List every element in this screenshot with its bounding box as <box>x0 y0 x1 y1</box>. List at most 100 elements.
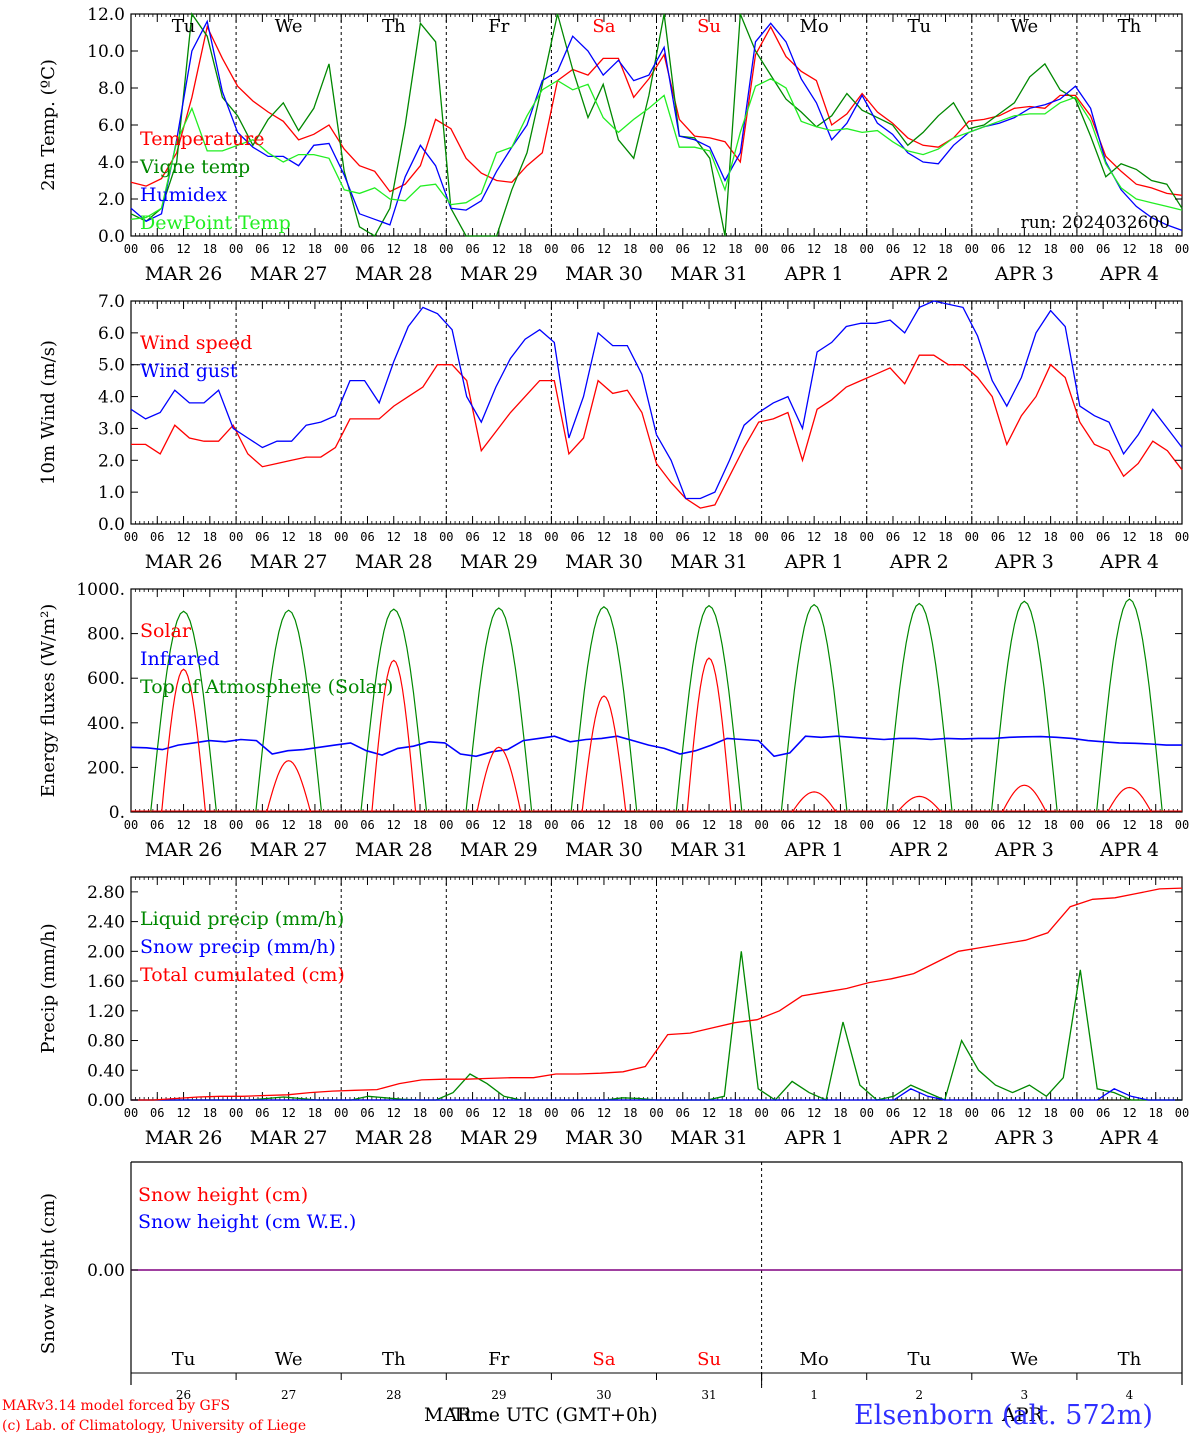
hour-tick-label: 18 <box>518 530 532 544</box>
hour-tick-label: 18 <box>1043 242 1057 256</box>
hour-tick-label: 12 <box>807 242 821 256</box>
date-label: MAR 26 <box>145 551 223 573</box>
plot-frame <box>130 588 1183 813</box>
y-tick-label: 1.20 <box>87 1002 125 1022</box>
y-tick-label: 400. <box>87 714 125 734</box>
date-label: MAR 27 <box>250 263 328 285</box>
weekday-label: Tu <box>172 16 196 37</box>
hour-tick-label: 18 <box>623 242 637 256</box>
hour-tick-label: 00 <box>859 530 873 544</box>
hour-tick-label: 18 <box>203 1106 217 1120</box>
y-tick-label: 200. <box>87 758 125 778</box>
hour-tick-label: 06 <box>781 530 795 544</box>
date-label: MAR 31 <box>670 263 748 285</box>
date-label: APR 3 <box>994 263 1054 285</box>
hour-tick-label: 00 <box>439 818 453 832</box>
hour-tick-label: 06 <box>150 818 164 832</box>
legend-entry: Snow precip (mm/h) <box>140 936 336 958</box>
hour-tick-label: 18 <box>413 1106 427 1120</box>
y-tick-label: 2.80 <box>87 883 125 903</box>
y-tick-label: 6.0 <box>98 324 125 344</box>
legend-entry: Infrared <box>140 648 220 670</box>
hour-tick-label: 12 <box>492 1106 506 1120</box>
date-label: APR 2 <box>889 263 949 285</box>
series-solar <box>686 657 732 813</box>
series-toa-solar <box>1096 598 1163 813</box>
date-label: MAR 27 <box>250 1127 328 1149</box>
date-label: MAR 26 <box>145 1127 223 1149</box>
hour-tick-label: 00 <box>544 818 558 832</box>
hour-tick-label: 18 <box>728 530 742 544</box>
hour-tick-label: 06 <box>255 530 269 544</box>
series-toa-solar <box>885 602 953 813</box>
y-tick-label: 4.0 <box>98 153 125 173</box>
hour-tick-label: 12 <box>912 242 926 256</box>
hour-tick-label: 12 <box>912 530 926 544</box>
weekday-label: Mo <box>800 16 829 37</box>
hour-tick-label: 12 <box>387 1106 401 1120</box>
hour-tick-label: 18 <box>1148 818 1162 832</box>
hour-tick-label: 12 <box>1017 242 1031 256</box>
hour-tick-label: 12 <box>281 818 295 832</box>
hour-tick-label: 18 <box>833 242 847 256</box>
date-label: MAR 31 <box>670 1127 748 1149</box>
hour-tick-label: 06 <box>886 1106 900 1120</box>
weekday-label: Su <box>697 1349 721 1370</box>
legend-entry: Temperature <box>140 128 264 150</box>
date-label: MAR 27 <box>250 551 328 573</box>
date-label: APR 2 <box>889 551 949 573</box>
legend-entry: Solar <box>140 620 192 642</box>
date-label: MAR 28 <box>355 839 433 861</box>
hour-tick-label: 18 <box>413 530 427 544</box>
day-number-label: 28 <box>386 1388 401 1402</box>
y-tick-label: 800. <box>87 625 125 645</box>
station-label: Elsenborn (alt. 572m) <box>854 1400 1153 1431</box>
hour-tick-label: 00 <box>965 1106 979 1120</box>
legend-entry: Wind speed <box>140 332 252 354</box>
y-tick-label: 12.0 <box>87 5 125 25</box>
hour-tick-label: 00 <box>754 1106 768 1120</box>
hour-tick-label: 06 <box>360 242 374 256</box>
series-wind-speed <box>131 354 1183 509</box>
hour-tick-label: 06 <box>991 818 1005 832</box>
series-vigne-temp <box>130 12 1183 237</box>
hour-tick-label: 06 <box>255 818 269 832</box>
y-tick-label: 2.0 <box>98 190 125 210</box>
hour-tick-label: 06 <box>570 818 584 832</box>
hour-tick-label: 06 <box>676 530 690 544</box>
date-label: APR 1 <box>784 1127 844 1149</box>
y-tick-label: 1.0 <box>98 483 125 503</box>
y-tick-label: 7.0 <box>98 292 125 312</box>
date-label: APR 3 <box>994 1127 1054 1149</box>
hour-tick-label: 00 <box>334 818 348 832</box>
hour-tick-label: 06 <box>1096 530 1110 544</box>
hour-tick-label: 06 <box>465 1106 479 1120</box>
y-axis-label: 10m Wind (m/s) <box>38 340 59 485</box>
date-label: MAR 30 <box>565 1127 643 1149</box>
series-toa-solar <box>465 607 533 813</box>
hour-tick-label: 00 <box>649 1106 663 1120</box>
weekday-label: Th <box>382 16 406 37</box>
hour-tick-label: 00 <box>965 530 979 544</box>
weekday-label: We <box>1011 1349 1039 1370</box>
legend-entry: Liquid precip (mm/h) <box>140 908 344 930</box>
hour-tick-label: 18 <box>728 242 742 256</box>
hour-tick-label: 18 <box>728 1106 742 1120</box>
y-tick-label: 8.0 <box>98 79 125 99</box>
y-tick-label: 0.0 <box>98 227 125 247</box>
hour-tick-label: 00 <box>229 242 243 256</box>
y-tick-label: 2.00 <box>87 942 125 962</box>
y-tick-label: 0. <box>109 803 125 823</box>
day-number-label: 27 <box>281 1388 296 1402</box>
month-label-apr: APR <box>1002 1404 1043 1426</box>
date-label: MAR 30 <box>565 551 643 573</box>
series-solar <box>476 746 522 813</box>
hour-tick-label: 06 <box>570 242 584 256</box>
hour-tick-label: 06 <box>991 530 1005 544</box>
hour-tick-label: 00 <box>544 242 558 256</box>
series-solar <box>791 791 837 813</box>
hour-tick-label: 00 <box>229 530 243 544</box>
date-label: APR 1 <box>784 551 844 573</box>
run-label: run: 2024032600 <box>1021 213 1170 233</box>
